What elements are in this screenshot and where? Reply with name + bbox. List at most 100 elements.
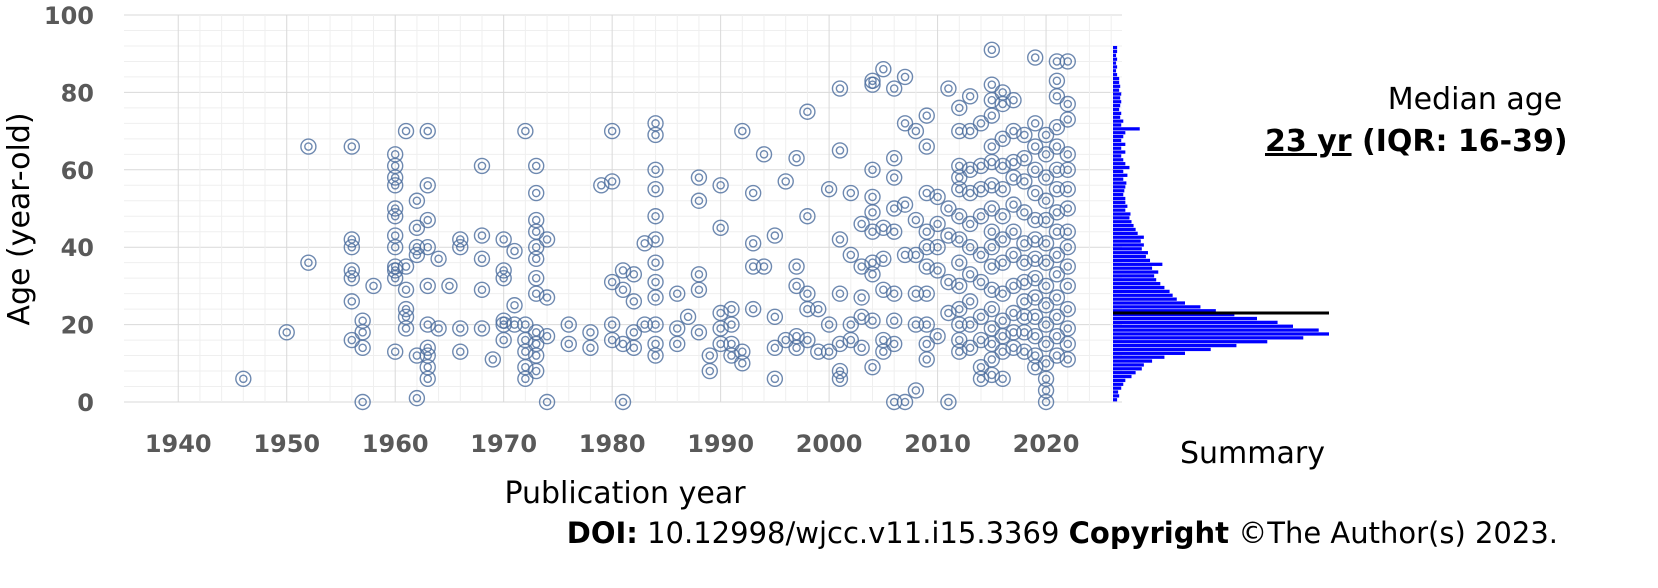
data-point-outer-ring [506,297,523,314]
data-point-outer-ring [961,184,979,202]
data-point-outer-ring [1027,115,1044,132]
data-point [679,308,697,326]
histogram-bar [1113,134,1124,139]
data-point [603,122,621,140]
data-point-inner-ring [738,358,747,368]
data-point-outer-ring [1048,328,1066,345]
data-point [1037,254,1055,271]
data-point [983,351,1001,368]
data-point-outer-ring [1048,266,1066,283]
data-point [951,180,968,198]
data-point-inner-ring [477,254,487,264]
histogram-bar [1113,328,1319,332]
data-point-inner-ring [965,219,975,229]
data-point [929,262,946,279]
data-point-inner-ring [390,273,400,283]
data-point-outer-ring [951,180,968,198]
data-point [647,289,664,306]
data-point-inner-ring [868,227,877,237]
data-point-inner-ring [965,165,975,175]
data-point [1037,192,1055,209]
histogram-bar [1113,204,1128,208]
histogram-bar [1113,107,1120,112]
data-point-outer-ring [994,157,1011,175]
data-point-inner-ring [412,223,422,233]
histogram-bar [1113,282,1161,286]
data-point-inner-ring [455,324,465,333]
data-point-outer-ring [885,149,903,167]
data-point-outer-ring [1037,169,1055,186]
data-point-inner-ring [629,269,639,279]
x-tick-label: 1940 [145,430,212,458]
data-point [885,285,903,302]
data-point-inner-ring [347,273,357,283]
data-point [972,157,990,175]
data-point-outer-ring [343,138,361,155]
data-point-inner-ring [347,335,357,345]
data-point-inner-ring [347,242,357,252]
data-point-outer-ring [1048,246,1066,264]
data-point-inner-ring [976,184,986,194]
data-point-inner-ring [282,328,292,337]
data-point [528,157,545,175]
data-point-outer-ring [1037,126,1055,144]
data-point-inner-ring [1063,339,1073,349]
data-point [452,343,469,360]
data-point [831,370,849,387]
data-point-outer-ring [983,177,1001,194]
data-point-inner-ring [889,84,899,93]
histogram-bar [1113,69,1117,73]
data-point-outer-ring [961,215,979,233]
data-point-inner-ring [499,235,508,244]
data-point-inner-ring [1041,239,1051,248]
data-point-outer-ring [473,281,491,298]
data-point-outer-ring [1005,122,1022,140]
data-point-inner-ring [868,316,877,326]
data-point-inner-ring [618,397,628,407]
data-point [484,351,502,368]
data-point-inner-ring [521,374,530,384]
data-point-inner-ring [1041,196,1051,206]
data-point-outer-ring [940,227,957,244]
data-point-inner-ring [477,161,487,171]
data-point-outer-ring [538,393,556,411]
data-point-inner-ring [716,308,725,318]
data-point [1037,297,1055,314]
data-point [744,300,762,318]
data-point-inner-ring [879,64,888,74]
data-point-inner-ring [304,142,313,151]
data-point-inner-ring [1020,177,1029,186]
data-point-inner-ring [1020,153,1029,163]
histogram-bar [1113,278,1157,282]
data-point-outer-ring [1037,393,1055,411]
data-point [1016,204,1033,221]
data-point-outer-ring [452,238,469,256]
histogram-bar [1113,239,1141,243]
data-point-outer-ring [495,331,512,349]
data-point-outer-ring [799,208,816,225]
data-point-inner-ring [998,99,1007,109]
data-point-outer-ring [810,300,827,318]
data-point-outer-ring [473,227,491,244]
data-point-inner-ring [824,184,834,194]
data-point-inner-ring [889,316,899,326]
y-tick-label: 100 [44,2,94,30]
histogram-bar [1113,398,1118,402]
x-tick-label: 2020 [1013,430,1080,458]
data-point [734,355,751,372]
data-point-outer-ring [1016,149,1033,167]
histogram-bar [1113,49,1118,54]
histogram-bar [1113,355,1165,359]
data-point-inner-ring [770,374,780,384]
data-point-outer-ring [343,269,361,287]
data-point [603,331,621,349]
data-point-inner-ring [998,161,1007,171]
data-point-outer-ring [723,347,740,364]
data-point-inner-ring [694,269,704,279]
data-point-inner-ring [792,331,801,341]
data-point-inner-ring [835,289,845,298]
histogram-bar [1113,80,1120,85]
histogram-bar [1113,363,1144,367]
data-point [1059,161,1076,179]
data-point-outer-ring [386,169,404,186]
